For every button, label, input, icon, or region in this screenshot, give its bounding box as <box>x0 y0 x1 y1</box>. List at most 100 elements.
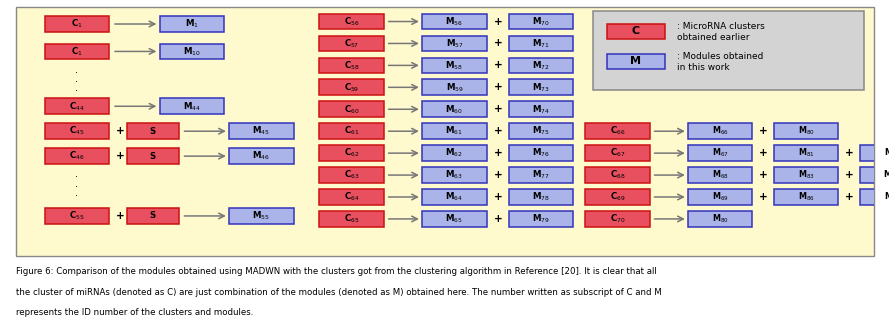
Text: : Modules obtained: : Modules obtained <box>677 52 763 61</box>
FancyBboxPatch shape <box>127 148 179 164</box>
FancyBboxPatch shape <box>774 123 838 139</box>
Text: M$_{44}$: M$_{44}$ <box>183 100 201 113</box>
FancyBboxPatch shape <box>860 189 889 205</box>
FancyBboxPatch shape <box>509 211 573 227</box>
FancyBboxPatch shape <box>509 57 573 73</box>
FancyBboxPatch shape <box>688 211 752 227</box>
Text: +: + <box>493 192 502 202</box>
Text: M$_1$: M$_1$ <box>185 18 199 30</box>
Text: C$_{60}$: C$_{60}$ <box>344 103 359 115</box>
FancyBboxPatch shape <box>509 145 573 161</box>
Text: C$_{64}$: C$_{64}$ <box>343 191 359 203</box>
FancyBboxPatch shape <box>688 145 752 161</box>
Text: M$_{75}$: M$_{75}$ <box>533 125 550 137</box>
Text: M$_{62}$: M$_{62}$ <box>445 147 463 159</box>
Text: C: C <box>632 27 640 36</box>
Text: C$_{46}$: C$_{46}$ <box>69 150 84 162</box>
FancyBboxPatch shape <box>319 57 384 73</box>
Text: M$_{69}$: M$_{69}$ <box>712 191 729 203</box>
Text: +: + <box>493 126 502 136</box>
Text: C$_{56}$: C$_{56}$ <box>344 15 359 28</box>
FancyBboxPatch shape <box>606 24 665 39</box>
FancyBboxPatch shape <box>422 123 486 139</box>
FancyBboxPatch shape <box>860 145 889 161</box>
FancyBboxPatch shape <box>319 36 384 51</box>
Text: M$_{73}$: M$_{73}$ <box>533 81 550 93</box>
Text: +: + <box>493 214 502 224</box>
FancyBboxPatch shape <box>774 145 838 161</box>
FancyBboxPatch shape <box>509 189 573 205</box>
FancyBboxPatch shape <box>160 16 224 32</box>
Text: M$_{55}$: M$_{55}$ <box>252 210 270 222</box>
FancyBboxPatch shape <box>44 44 109 59</box>
Text: M$_{56}$: M$_{56}$ <box>445 15 463 28</box>
FancyBboxPatch shape <box>319 167 384 183</box>
Text: M$_{59}$: M$_{59}$ <box>445 81 463 93</box>
Text: in this work: in this work <box>677 63 729 72</box>
FancyBboxPatch shape <box>585 189 650 205</box>
Text: +: + <box>845 148 853 158</box>
Text: +: + <box>759 126 767 136</box>
Text: S: S <box>149 127 156 136</box>
Text: +: + <box>493 38 502 49</box>
Text: C$_{45}$: C$_{45}$ <box>69 125 84 137</box>
FancyBboxPatch shape <box>422 14 486 30</box>
FancyBboxPatch shape <box>688 189 752 205</box>
Text: Figure 6: Comparison of the modules obtained using MADWN with the clusters got f: Figure 6: Comparison of the modules obta… <box>16 267 657 276</box>
FancyBboxPatch shape <box>160 98 224 114</box>
Text: C$_{59}$: C$_{59}$ <box>344 81 359 93</box>
Text: M$_{83}$: M$_{83}$ <box>797 169 814 181</box>
FancyBboxPatch shape <box>127 208 179 224</box>
Text: M$_{70}$: M$_{70}$ <box>533 15 550 28</box>
Text: M$_{86}$: M$_{86}$ <box>797 191 814 203</box>
Text: +: + <box>759 170 767 180</box>
FancyBboxPatch shape <box>319 79 384 95</box>
Text: M$_{68}$: M$_{68}$ <box>712 169 729 181</box>
Text: M$_{46}$: M$_{46}$ <box>252 150 270 162</box>
Text: M$_{10}$: M$_{10}$ <box>183 45 201 58</box>
FancyBboxPatch shape <box>592 11 863 90</box>
FancyBboxPatch shape <box>585 167 650 183</box>
Text: +: + <box>845 192 853 202</box>
Text: M$_{78}$: M$_{78}$ <box>533 191 550 203</box>
FancyBboxPatch shape <box>509 123 573 139</box>
Text: C$_{68}$: C$_{68}$ <box>610 169 625 181</box>
Text: M$_{87}$: M$_{87}$ <box>884 191 889 203</box>
Text: C$_{66}$: C$_{66}$ <box>610 125 625 137</box>
Text: M$_{76}$: M$_{76}$ <box>533 147 550 159</box>
Text: M$_{63}$: M$_{63}$ <box>445 169 463 181</box>
Text: represents the ID number of the clusters and modules.: represents the ID number of the clusters… <box>16 308 253 317</box>
FancyBboxPatch shape <box>422 57 486 73</box>
Text: M$_{64}$: M$_{64}$ <box>445 191 463 203</box>
Text: M$_{72}$: M$_{72}$ <box>533 59 550 72</box>
Text: obtained earlier: obtained earlier <box>677 33 749 42</box>
Text: M$_{58}$: M$_{58}$ <box>445 59 463 72</box>
FancyBboxPatch shape <box>319 123 384 139</box>
FancyBboxPatch shape <box>422 101 486 117</box>
FancyBboxPatch shape <box>44 148 109 164</box>
Text: S: S <box>149 212 156 220</box>
FancyBboxPatch shape <box>229 208 293 224</box>
Text: +: + <box>759 192 767 202</box>
FancyBboxPatch shape <box>774 167 838 183</box>
Text: M$_{74}$: M$_{74}$ <box>532 103 550 115</box>
FancyBboxPatch shape <box>319 189 384 205</box>
FancyBboxPatch shape <box>509 79 573 95</box>
Text: M$_{57}$: M$_{57}$ <box>445 37 463 50</box>
Text: M$_{77}$: M$_{77}$ <box>533 169 550 181</box>
Text: +: + <box>493 148 502 158</box>
FancyBboxPatch shape <box>422 211 486 227</box>
FancyBboxPatch shape <box>860 167 889 183</box>
Text: C$_{69}$: C$_{69}$ <box>610 191 625 203</box>
Text: C$_{67}$: C$_{67}$ <box>610 147 625 159</box>
FancyBboxPatch shape <box>585 211 650 227</box>
FancyBboxPatch shape <box>509 14 573 30</box>
FancyBboxPatch shape <box>160 44 224 59</box>
FancyBboxPatch shape <box>585 123 650 139</box>
Text: .
.
.: . . . <box>76 169 78 198</box>
Text: M$_{71}$: M$_{71}$ <box>533 37 550 50</box>
FancyBboxPatch shape <box>44 123 109 139</box>
Text: C$_1$: C$_1$ <box>71 18 83 30</box>
Text: M$_{82}$: M$_{82}$ <box>884 147 889 159</box>
FancyBboxPatch shape <box>16 7 874 256</box>
